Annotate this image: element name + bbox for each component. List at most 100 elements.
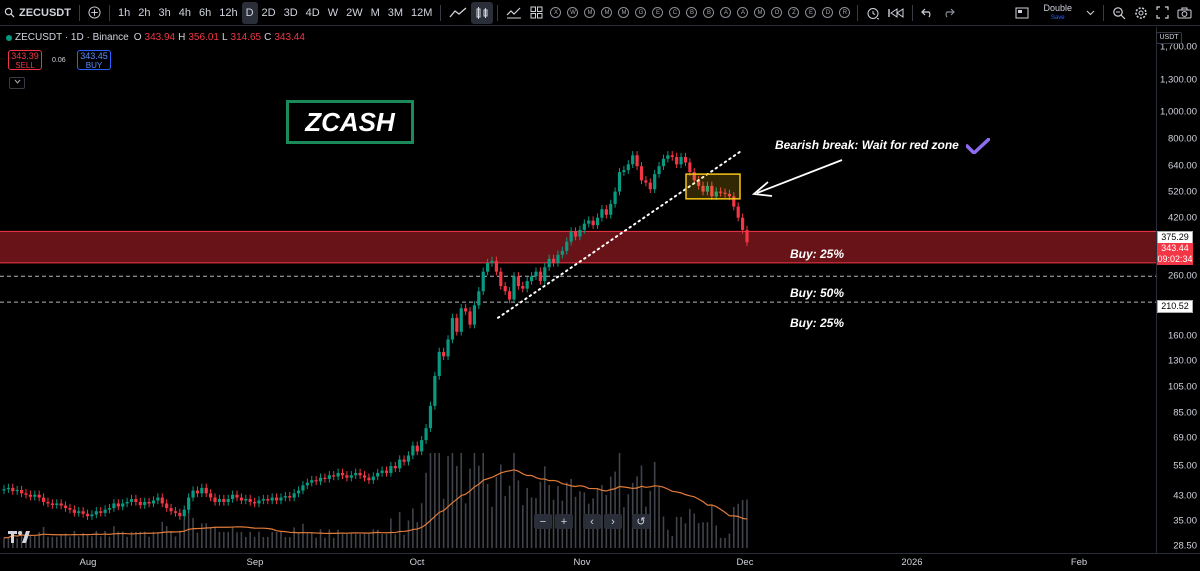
indicator-shortcut-15[interactable]: E <box>805 7 817 18</box>
zoom-out-button[interactable]: − <box>534 514 552 529</box>
indicators-button[interactable] <box>502 2 526 24</box>
settings-button[interactable] <box>1130 2 1152 24</box>
callout-arrowhead <box>751 181 773 197</box>
buy-button[interactable]: 343.45 BUY <box>77 50 111 70</box>
fullscreen-button[interactable] <box>1152 2 1173 24</box>
quick-search-button[interactable] <box>1108 2 1130 24</box>
sell-label: SELL <box>15 61 35 70</box>
interval-12h[interactable]: 12h <box>219 6 238 19</box>
gear-icon <box>1135 6 1147 19</box>
candle-body <box>362 475 367 478</box>
price-tick: 640.00 <box>1167 160 1197 172</box>
interval-2w[interactable]: 2W <box>346 6 363 19</box>
layout-dropdown-button[interactable] <box>1082 2 1099 24</box>
scroll-left-button[interactable]: ‹ <box>583 514 601 529</box>
last-price: 343.44 <box>1161 243 1189 253</box>
replay-button[interactable] <box>884 2 908 24</box>
candles-icon <box>476 6 488 19</box>
candle-body <box>301 485 305 491</box>
snapshot-button[interactable] <box>1173 2 1196 24</box>
buy-note-3: Buy: 25% <box>790 316 845 330</box>
last-price-label: 343.44 09:02:34 <box>1157 243 1193 265</box>
indicator-shortcut-0[interactable]: X <box>550 7 562 18</box>
interval-6h[interactable]: 6h <box>198 6 212 19</box>
screenshot-button[interactable] <box>1011 2 1033 24</box>
undo-icon <box>921 8 931 17</box>
indicator-shortcut-17[interactable]: R <box>839 7 851 18</box>
zoom-in-button[interactable]: + <box>555 514 573 529</box>
interval-4h[interactable]: 4h <box>178 6 191 19</box>
interval-3m[interactable]: 3M <box>387 6 404 19</box>
time-label: Sep <box>246 557 264 568</box>
currency-button[interactable]: USDT <box>1156 32 1182 44</box>
redo-button[interactable] <box>938 2 959 24</box>
chart-type-button[interactable] <box>471 1 494 24</box>
candle-body <box>63 505 68 509</box>
indicator-shortcut-11[interactable]: A <box>737 7 749 18</box>
indicator-shortcut-2[interactable]: M <box>584 7 596 18</box>
price-chart[interactable] <box>0 27 1156 553</box>
indicator-shortcut-10[interactable]: A <box>720 7 732 18</box>
compare-symbol-button[interactable] <box>84 2 105 24</box>
indicator-type-button[interactable] <box>445 2 471 24</box>
candle-body <box>560 250 564 255</box>
indicator-shortcut-1[interactable]: W <box>567 7 579 18</box>
bearish-note: Bearish break: Wait for red zone <box>775 137 991 156</box>
alert-button[interactable] <box>862 2 884 24</box>
symbol-search-button[interactable]: ZECUSDT <box>0 2 75 24</box>
indicator-shortcut-3[interactable]: M <box>601 7 613 18</box>
reset-chart-button[interactable]: ↺ <box>632 514 650 529</box>
interval-3h[interactable]: 3h <box>158 6 171 19</box>
indicator-shortcut-14[interactable]: Z <box>788 7 800 18</box>
grid-icon <box>530 6 543 19</box>
interval-1h[interactable]: 1h <box>117 6 131 19</box>
interval-w[interactable]: W <box>327 6 339 19</box>
indicator-shortcut-6[interactable]: E <box>652 7 664 18</box>
price-tick: 1,300.00 <box>1160 74 1197 86</box>
candle-body <box>609 203 613 215</box>
candle-body <box>178 512 182 517</box>
candle-body <box>94 511 98 515</box>
zoom-search-icon <box>1113 6 1126 19</box>
layout-save-button[interactable]: Double Save <box>1033 2 1082 24</box>
candle-body <box>99 511 103 513</box>
candle-body <box>257 500 261 504</box>
candle-body <box>639 166 644 181</box>
candle-body <box>613 191 617 204</box>
interval-m[interactable]: M <box>370 6 380 19</box>
candle-body <box>121 503 125 507</box>
undo-button[interactable] <box>917 2 938 24</box>
candle-body <box>173 511 178 513</box>
interval-2h[interactable]: 2h <box>138 6 151 19</box>
time-axis[interactable]: Aug Sep Oct Nov Dec 2026 Feb <box>0 553 1200 571</box>
candle-body <box>244 499 248 501</box>
candle-body <box>160 497 164 504</box>
candle-body <box>477 291 481 306</box>
price-axis[interactable]: 1,700.00 1,300.00 1,000.00 800.00 640.00 520.… <box>1156 27 1200 553</box>
interval-12m[interactable]: 12M <box>411 6 433 19</box>
indicator-shortcut-16[interactable]: D <box>822 7 834 18</box>
candle-body <box>2 489 6 491</box>
buy-note-1: Buy: 25% <box>790 247 845 261</box>
interval-d[interactable]: D <box>241 1 258 24</box>
indicators-icon <box>507 7 522 19</box>
indicator-shortcut-5[interactable]: G <box>635 7 647 18</box>
sell-button[interactable]: 343.39 SELL <box>8 50 42 70</box>
interval-4d[interactable]: 4D <box>305 6 320 19</box>
interval-3d[interactable]: 3D <box>283 6 298 19</box>
templates-button[interactable] <box>526 2 547 24</box>
time-label: Nov <box>573 557 591 568</box>
indicator-shortcut-4[interactable]: M <box>618 7 630 18</box>
chart-pane[interactable] <box>0 27 1156 553</box>
indicator-shortcut-8[interactable]: B <box>686 7 698 18</box>
indicator-shortcut-7[interactable]: C <box>669 7 681 18</box>
legend-collapse-button[interactable] <box>9 77 25 89</box>
interval-2d[interactable]: 2D <box>261 6 276 19</box>
candle-body <box>710 185 714 197</box>
scroll-right-button[interactable]: › <box>604 514 622 529</box>
candle-body <box>336 472 340 477</box>
indicator-shortcut-12[interactable]: M <box>754 7 766 18</box>
indicator-shortcut-9[interactable]: B <box>703 7 715 18</box>
candle-body <box>24 493 28 495</box>
indicator-shortcut-13[interactable]: O <box>771 7 783 18</box>
